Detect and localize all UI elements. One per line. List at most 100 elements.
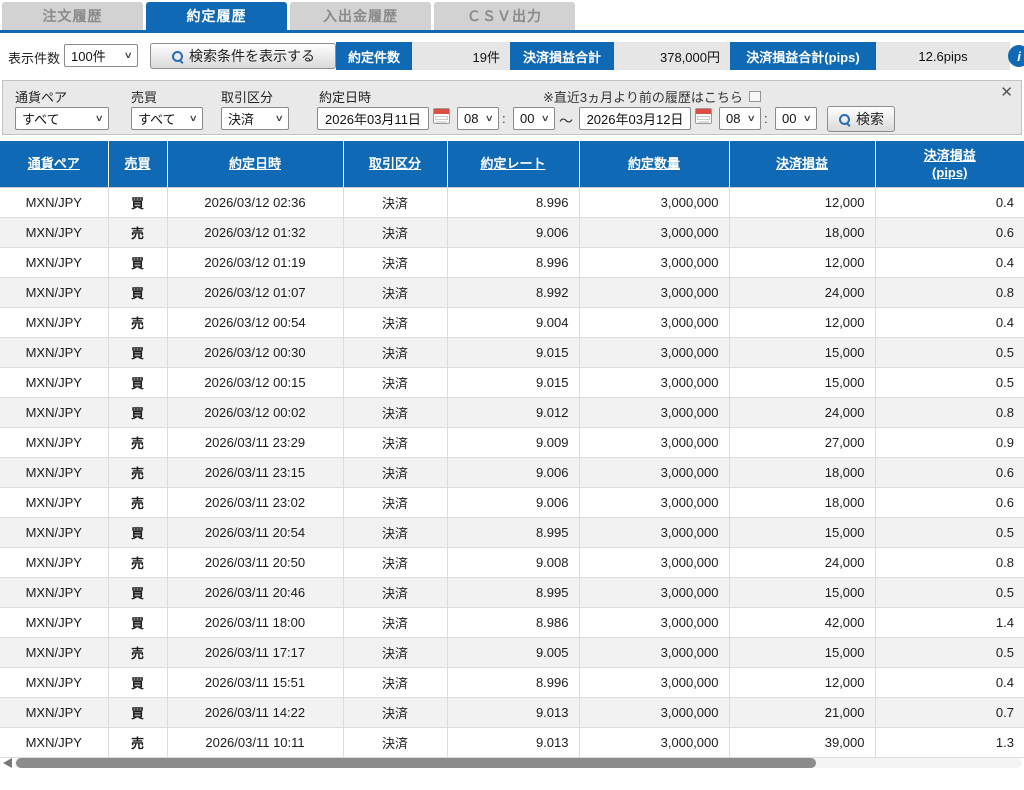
cell-pips: 0.6 (874, 486, 1024, 518)
hour-from-select[interactable]: 08 ∨ (457, 107, 499, 130)
search-button-label: 検索 (856, 111, 884, 127)
cell-qty: 3,000,000 (578, 576, 730, 608)
cell-qty: 3,000,000 (578, 276, 730, 308)
column-header-7[interactable]: 決済損益 (pips) (875, 141, 1024, 188)
tab-3[interactable]: ＣＳＶ出力 (434, 2, 575, 30)
cell-pl: 12,000 (728, 666, 876, 698)
column-header-3[interactable]: 取引区分 (343, 141, 448, 188)
column-header-label: 売買 (124, 156, 151, 172)
cell-datetime: 2026/03/12 01:32 (166, 216, 344, 248)
pair-select[interactable]: すべて ∨ (15, 107, 109, 130)
tab-0[interactable]: 注文履歴 (2, 2, 143, 30)
older-history-link[interactable]: ※直近3ヵ月より前の履歴はこちら (543, 87, 761, 106)
cell-side: 売 (107, 546, 168, 578)
cell-datetime: 2026/03/11 23:15 (166, 456, 344, 488)
cell-pair: MXN/JPY (0, 666, 109, 698)
cell-pair: MXN/JPY (0, 576, 109, 608)
table-row: MXN/JPY 売 2026/03/11 23:15 決済 9.006 3,000,000… (0, 456, 1024, 488)
cell-side: 買 (107, 276, 168, 308)
cell-rate: 9.013 (446, 726, 580, 758)
column-header-2[interactable]: 約定日時 (167, 141, 344, 188)
cell-datetime: 2026/03/11 20:50 (166, 546, 344, 578)
cell-datetime: 2026/03/12 01:19 (166, 246, 344, 278)
cell-qty: 3,000,000 (578, 516, 730, 548)
minute-from-select[interactable]: 00 ∨ (513, 107, 555, 130)
tab-bar: 注文履歴 約定履歴 入出金履歴 ＣＳＶ出力 (2, 2, 575, 30)
toolbar: 表示件数 100件 ∨ 検索条件を表示する 約定件数 19件 決済損益合計 378,0… (0, 33, 1024, 79)
search-toggle-button[interactable]: 検索条件を表示する (150, 43, 336, 69)
type-select[interactable]: 決済 ∨ (221, 107, 289, 130)
cell-pl: 15,000 (728, 516, 876, 548)
side-select[interactable]: すべて ∨ (131, 107, 203, 130)
cell-rate: 9.008 (446, 546, 580, 578)
cell-rate: 8.996 (446, 666, 580, 698)
cell-type: 決済 (342, 576, 448, 608)
cell-pl: 15,000 (728, 576, 876, 608)
column-header-6[interactable]: 決済損益 (729, 141, 876, 188)
column-header-5[interactable]: 約定数量 (579, 141, 730, 188)
cell-rate: 9.006 (446, 216, 580, 248)
table-row: MXN/JPY 買 2026/03/12 01:19 決済 8.996 3,000,000… (0, 246, 1024, 278)
cell-pl: 39,000 (728, 726, 876, 758)
date-from-input[interactable]: 2026年03月11日 (317, 107, 429, 130)
scroll-left-arrow-icon[interactable] (3, 758, 12, 768)
cell-side: 買 (107, 246, 168, 278)
cell-side: 買 (107, 666, 168, 698)
hour-to-select[interactable]: 08 ∨ (719, 107, 761, 130)
cell-datetime: 2026/03/11 18:00 (166, 606, 344, 638)
cell-pair: MXN/JPY (0, 246, 109, 278)
search-icon (171, 50, 184, 63)
cell-qty: 3,000,000 (578, 696, 730, 728)
time-colon: : (502, 111, 506, 126)
column-header-1[interactable]: 売買 (108, 141, 168, 188)
scrollbar-thumb[interactable] (16, 758, 816, 768)
type-select-value: 決済 (228, 112, 255, 127)
column-header-sublabel: (pips) (932, 164, 968, 180)
minute-from-value: 00 (520, 111, 535, 126)
cell-pair: MXN/JPY (0, 216, 109, 248)
range-tilde: ～ (559, 113, 573, 129)
column-header-4[interactable]: 約定レート (447, 141, 580, 188)
cell-side: 売 (107, 216, 168, 248)
search-button[interactable]: 検索 (827, 106, 895, 132)
column-header-0[interactable]: 通貨ペア (0, 141, 109, 188)
display-count-select[interactable]: 100件 ∨ (64, 44, 138, 67)
minute-to-value: 00 (782, 111, 797, 126)
cell-type: 決済 (342, 516, 448, 548)
tab-2[interactable]: 入出金履歴 (290, 2, 431, 30)
cell-pips: 0.4 (874, 306, 1024, 338)
cell-side: 買 (107, 396, 168, 428)
cell-datetime: 2026/03/11 20:46 (166, 576, 344, 608)
cell-pips: 0.5 (874, 636, 1024, 668)
cell-pair: MXN/JPY (0, 186, 109, 218)
chevron-down-icon: ∨ (803, 113, 813, 123)
cell-type: 決済 (342, 546, 448, 578)
close-icon[interactable]: ✕ (1000, 84, 1013, 101)
tab-1[interactable]: 約定履歴 (146, 2, 287, 30)
calendar-icon[interactable] (433, 108, 450, 124)
cell-pair: MXN/JPY (0, 486, 109, 518)
cell-datetime: 2026/03/11 23:02 (166, 486, 344, 518)
cell-pl: 12,000 (728, 306, 876, 338)
cell-rate: 8.992 (446, 276, 580, 308)
table-row: MXN/JPY 買 2026/03/11 20:46 決済 8.995 3,000,000… (0, 576, 1024, 608)
side-select-value: すべて (138, 112, 176, 127)
type-label: 取引区分 (221, 90, 274, 105)
cell-rate: 8.986 (446, 606, 580, 638)
info-icon[interactable]: i (1008, 45, 1024, 67)
column-header-label: 約定レート (480, 156, 546, 172)
minute-to-select[interactable]: 00 ∨ (775, 107, 817, 130)
cell-side: 売 (107, 486, 168, 518)
table-header-row: 通貨ペア 売買 約定日時 取引区分 約定レート 約定数量 決済損益 決済損益 (pips) (0, 141, 1024, 188)
calendar-icon[interactable] (695, 108, 712, 124)
column-header-label: 取引区分 (368, 156, 421, 172)
cell-pips: 0.4 (874, 666, 1024, 698)
stats-strip: 約定件数 19件 決済損益合計 378,000円 決済損益合計(pips) 12.6pip… (336, 42, 1010, 70)
cell-qty: 3,000,000 (578, 336, 730, 368)
table-row: MXN/JPY 買 2026/03/12 01:07 決済 8.992 3,000,000… (0, 276, 1024, 308)
cell-qty: 3,000,000 (578, 426, 730, 458)
table-row: MXN/JPY 売 2026/03/11 23:29 決済 9.009 3,000,000… (0, 426, 1024, 458)
hour-from-value: 08 (464, 111, 479, 126)
date-to-input[interactable]: 2026年03月12日 (579, 107, 691, 130)
cell-type: 決済 (342, 336, 448, 368)
